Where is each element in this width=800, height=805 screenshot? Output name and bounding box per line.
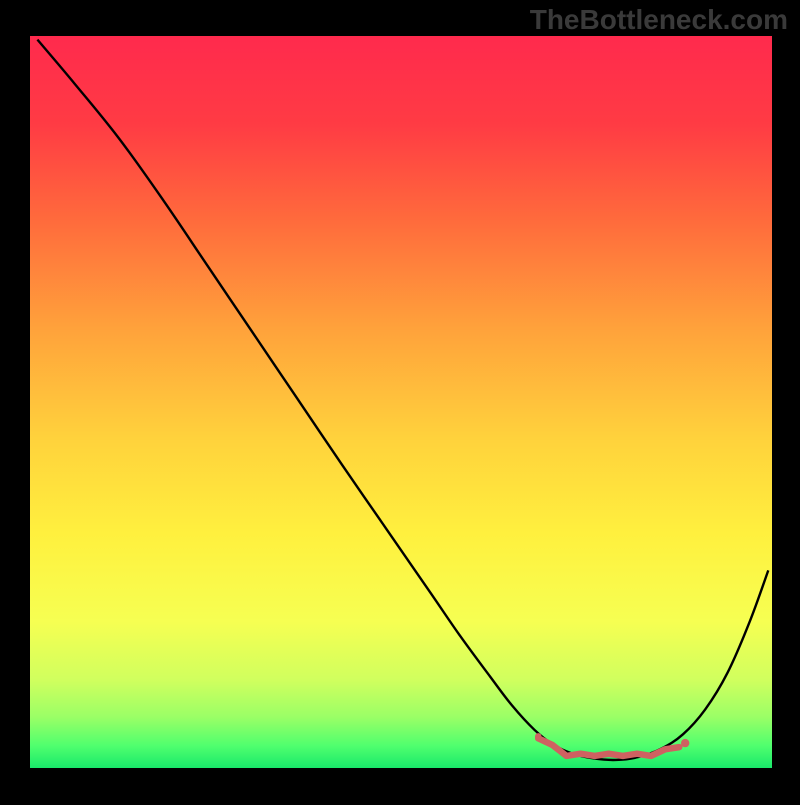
- optimal-range-end-marker: [681, 739, 689, 747]
- watermark-text: TheBottleneck.com: [530, 4, 788, 36]
- chart-frame: TheBottleneck.com: [0, 0, 800, 800]
- bottleneck-chart: [0, 0, 800, 800]
- gradient-background: [30, 36, 772, 768]
